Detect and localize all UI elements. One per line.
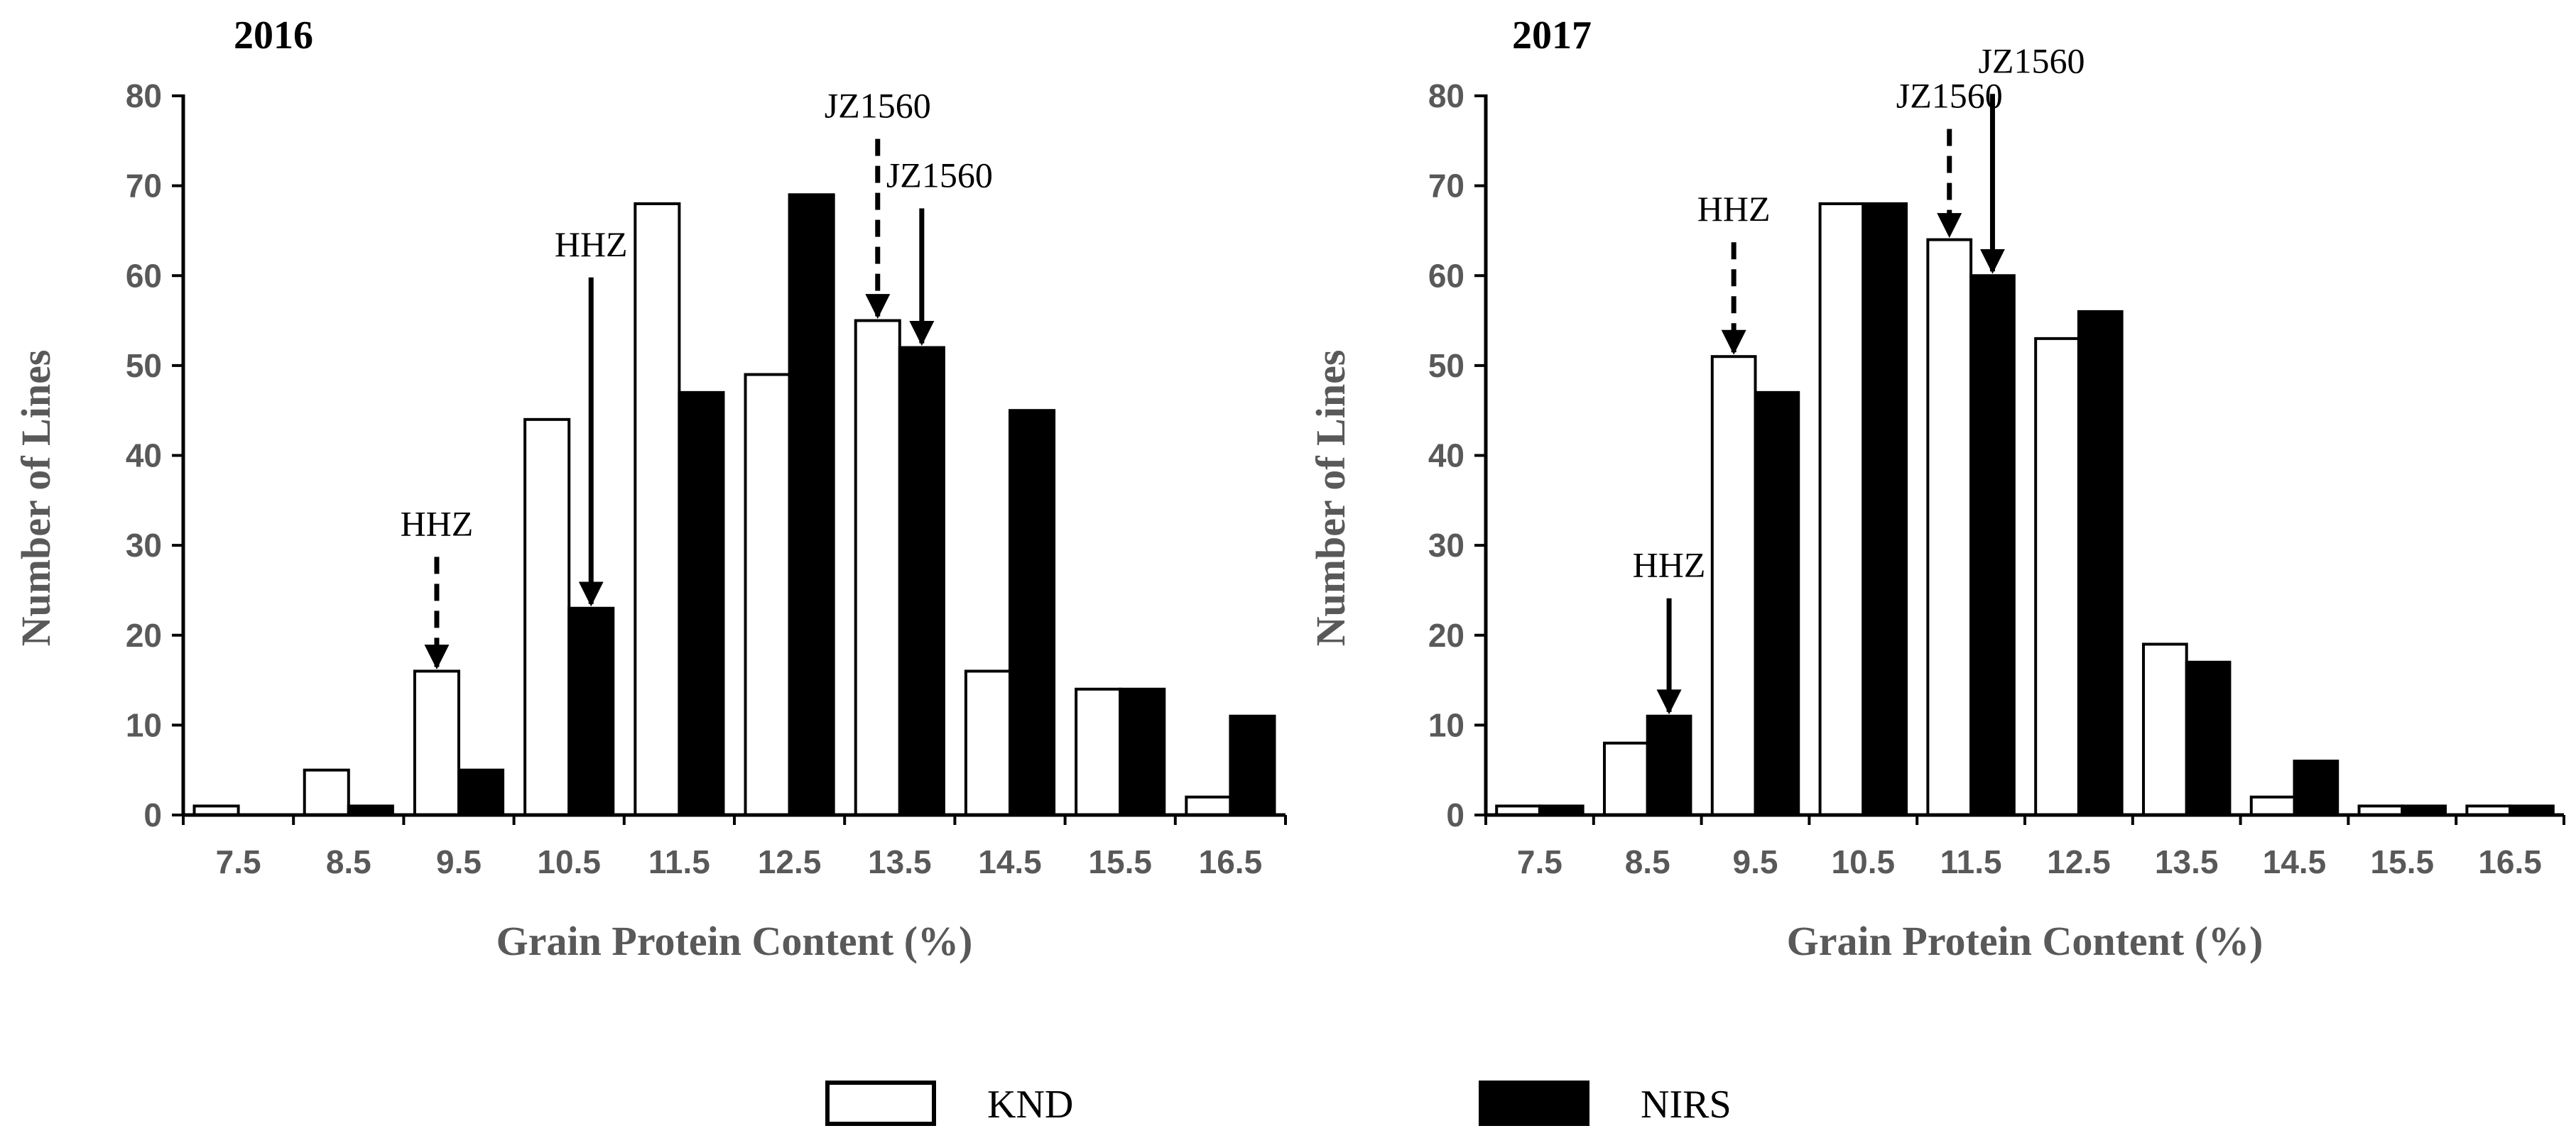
bar-nirs-14.5: [1009, 409, 1056, 816]
y-tick-label: 30: [126, 527, 162, 564]
bar-nirs-12.5: [2077, 310, 2124, 816]
legend-swatch-knd: [825, 1081, 936, 1126]
y-tick-label: 80: [1428, 77, 1464, 114]
bar-nirs-13.5: [2185, 660, 2232, 816]
y-tick-label: 80: [126, 77, 162, 114]
bar-knd-14.5: [2249, 795, 2296, 817]
y-tick-label: 50: [1428, 347, 1464, 384]
y-tick-label: 20: [126, 617, 162, 654]
x-axis-title: Grain Protein Content (%): [1787, 918, 2263, 964]
bar-knd-10.5: [1818, 202, 1865, 816]
annotation-label: HHZ: [401, 503, 474, 543]
bar-knd-8.5: [303, 768, 350, 816]
bar-knd-12.5: [2034, 337, 2080, 816]
bar-knd-8.5: [1602, 741, 1649, 816]
x-axis-title: Grain Protein Content (%): [496, 918, 973, 964]
y-tick-label: 0: [1446, 797, 1464, 833]
bar-nirs-12.5: [788, 193, 835, 817]
y-tick-label: 0: [143, 797, 162, 833]
x-tick-label: 15.5: [2371, 843, 2435, 880]
y-tick-label: 10: [1428, 706, 1464, 743]
y-tick-label: 40: [126, 437, 162, 474]
bar-nirs-11.5: [1969, 274, 2016, 816]
bar-knd-10.5: [523, 417, 571, 816]
y-tick-label: 10: [126, 706, 162, 743]
bar-knd-12.5: [744, 373, 791, 816]
y-tick-label: 40: [1428, 437, 1464, 474]
x-tick-label: 12.5: [758, 843, 822, 880]
y-tick-label: 70: [1428, 168, 1464, 204]
x-tick-label: 9.5: [1733, 843, 1778, 880]
y-tick-label: 70: [126, 168, 162, 204]
x-tick-label: 9.5: [436, 843, 482, 880]
panel-title: 2016: [234, 13, 313, 58]
bar-knd-9.5: [413, 669, 460, 817]
bar-nirs-10.5: [1862, 202, 1908, 816]
chart-2017: 2017 0 10 20 30 40 50 60 70 80 7.5 8.5 9.5 10.5 11.5 12…: [1308, 13, 2565, 964]
bar-knd-13.5: [2141, 642, 2188, 816]
chart-2016: 2016 0 10 20 30 40 50 60 70 80 7.5 8.5 9.5 10.5 11.5 12…: [13, 13, 1287, 964]
x-tick-label: 8.5: [326, 843, 371, 880]
bar-knd-11.5: [1926, 238, 1973, 817]
x-tick-label: 10.5: [1832, 843, 1896, 880]
bar-nirs-10.5: [567, 606, 615, 816]
x-tick-label: 11.5: [648, 843, 710, 880]
x-tick-label: 12.5: [2047, 843, 2111, 880]
legend-swatch-nirs: [1479, 1081, 1589, 1126]
x-tick-label: 16.5: [2478, 843, 2542, 880]
annotation-label: JZ1560: [1978, 40, 2085, 80]
x-tick-label: 11.5: [1940, 843, 2002, 880]
x-tick-label: 7.5: [1517, 843, 1563, 880]
bar-knd-16.5: [1185, 795, 1232, 817]
annotation-label: JZ1560: [886, 155, 993, 195]
bar-knd-9.5: [1710, 355, 1757, 816]
x-tick-label: 13.5: [2155, 843, 2219, 880]
x-tick-label: 14.5: [978, 843, 1042, 880]
bar-knd-11.5: [634, 202, 681, 816]
bar-knd-15.5: [1075, 687, 1122, 816]
bar-nirs-15.5: [1119, 687, 1166, 816]
bar-nirs-14.5: [2293, 760, 2339, 817]
y-tick-label: 20: [1428, 617, 1464, 654]
bar-nirs-11.5: [678, 390, 725, 816]
x-tick-label: 15.5: [1088, 843, 1152, 880]
annotation-label: JZ1560: [825, 86, 931, 126]
x-tick-label: 7.5: [216, 843, 261, 880]
bar-nirs-16.5: [1229, 714, 1276, 817]
bar-nirs-13.5: [898, 346, 945, 816]
bar-knd-14.5: [964, 669, 1012, 817]
y-tick-label: 50: [126, 347, 162, 384]
bar-nirs-8.5: [1646, 714, 1692, 817]
x-tick-label: 10.5: [537, 843, 601, 880]
x-tick-label: 14.5: [2263, 843, 2327, 880]
y-axis-title: Number of Lines: [1308, 350, 1354, 647]
legend-label-nirs: NIRS: [1641, 1083, 1732, 1127]
y-tick-label: 30: [1428, 527, 1464, 564]
legend: KND NIRS: [825, 1081, 1732, 1127]
x-tick-label: 16.5: [1199, 843, 1263, 880]
bar-nirs-9.5: [1754, 390, 1800, 816]
bar-nirs-9.5: [457, 768, 505, 816]
y-axis-title: Number of Lines: [13, 350, 59, 647]
y-tick-label: 60: [1428, 257, 1464, 294]
x-tick-label: 13.5: [868, 843, 932, 880]
y-tick-label: 60: [126, 257, 162, 294]
annotation-label: HHZ: [1697, 189, 1771, 229]
annotation-label: HHZ: [555, 224, 628, 264]
annotation-label: HHZ: [1633, 545, 1706, 585]
bar-knd-13.5: [854, 319, 901, 816]
legend-label-knd: KND: [987, 1083, 1073, 1127]
annotation-label: JZ1560: [1896, 76, 2003, 116]
panel-title: 2017: [1512, 13, 1592, 58]
x-tick-label: 8.5: [1625, 843, 1670, 880]
